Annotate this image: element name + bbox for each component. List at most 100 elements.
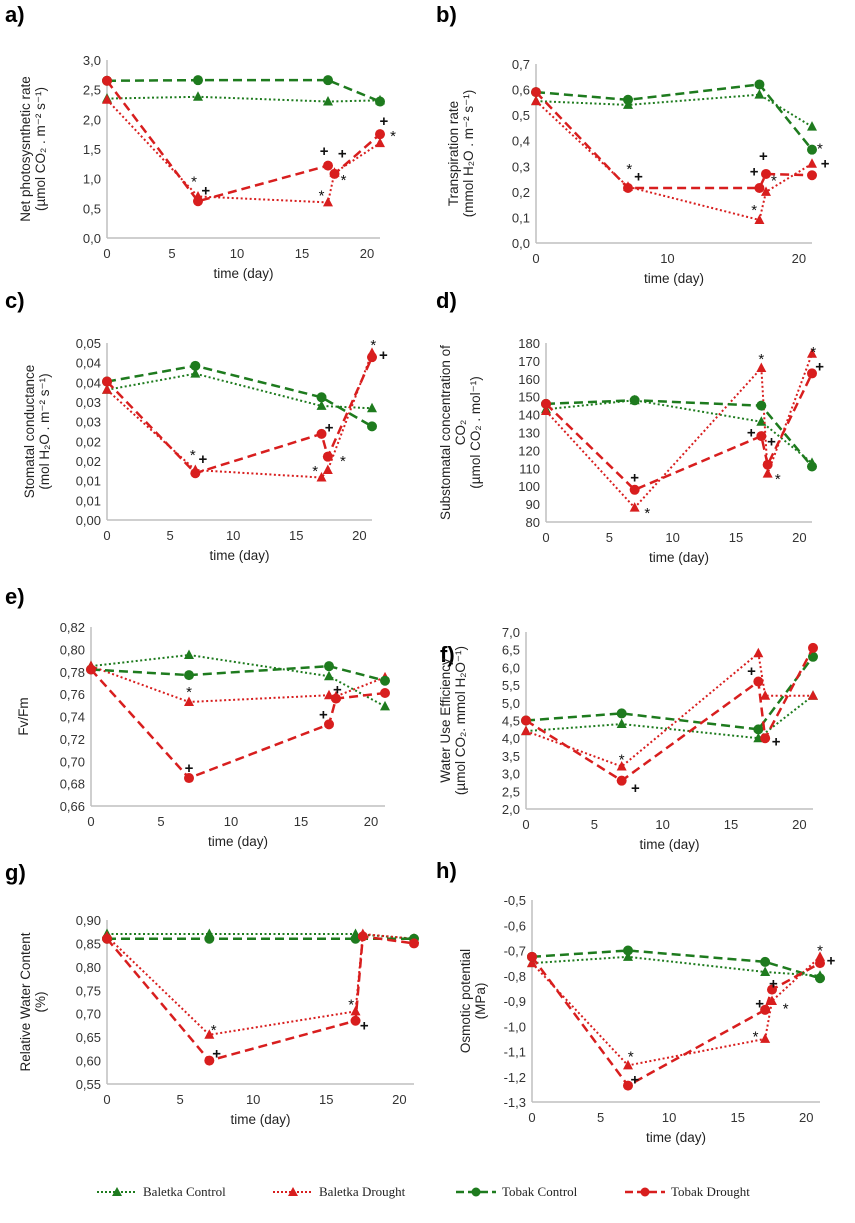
data-point-baletka-drought	[761, 186, 771, 196]
data-point-baletka-control	[184, 649, 194, 659]
data-point-tobak-drought	[357, 931, 368, 942]
annotation-asterisk: *	[771, 172, 777, 189]
annotation-asterisk: *	[817, 943, 823, 960]
x-tick-label: 0	[87, 814, 94, 829]
data-point-tobak-drought	[807, 368, 817, 379]
y-axis-label: (µmol CO₂ . m⁻² s⁻¹)	[33, 87, 48, 211]
y-tick-label: 0,70	[76, 1007, 101, 1022]
data-point-tobak-control	[316, 392, 327, 403]
data-point-tobak-drought	[808, 642, 818, 653]
data-point-tobak-drought	[323, 160, 333, 171]
dashed-circle-red-icon	[625, 1187, 665, 1197]
data-point-tobak-drought	[623, 183, 633, 194]
x-tick-label: 20	[352, 528, 366, 543]
annotation-plus: +	[755, 996, 764, 1013]
y-tick-label: 0,3	[512, 159, 530, 174]
x-axis-label: time (day)	[230, 1112, 290, 1127]
y-tick-label: 0,5	[83, 201, 101, 216]
series-line-tobak-drought	[106, 934, 415, 1062]
annotation-plus: +	[630, 469, 639, 486]
annotation-plus: +	[379, 347, 388, 364]
series-line-baletka-control	[106, 372, 373, 410]
data-point-tobak-drought	[102, 75, 112, 86]
data-point-tobak-drought	[815, 958, 825, 969]
annotation-plus: +	[630, 1071, 639, 1088]
data-point-tobak-drought	[767, 984, 777, 995]
panel-label: a)	[5, 2, 25, 27]
y-tick-label: 170	[518, 354, 540, 369]
x-tick-label: 5	[176, 1092, 183, 1107]
y-tick-label: 0,80	[60, 642, 85, 657]
x-tick-label: 10	[655, 817, 669, 832]
series-line-baletka-control	[545, 399, 813, 464]
x-tick-label: 10	[662, 1110, 676, 1125]
data-point-baletka-control	[616, 718, 627, 729]
data-point-tobak-drought	[380, 688, 390, 699]
data-point-tobak-drought	[184, 773, 194, 784]
y-axis-label: Stomatal conductance	[22, 365, 37, 499]
legend-label: Baletka Drought	[319, 1184, 406, 1199]
x-tick-label: 10	[230, 246, 244, 261]
x-tick-label: 15	[289, 528, 303, 543]
y-tick-label: 0,04	[76, 375, 101, 390]
panel-label: b)	[436, 2, 457, 27]
data-point-baletka-drought	[807, 158, 817, 168]
legend-item-tobak-drought: Tobak Drought	[625, 1184, 750, 1200]
y-tick-label: 0,66	[60, 799, 85, 814]
annotation-plus: +	[199, 451, 208, 468]
data-point-tobak-drought	[316, 428, 327, 439]
x-tick-label: 0	[103, 246, 110, 261]
panel-label: g)	[5, 860, 26, 885]
x-tick-label: 10	[660, 251, 674, 266]
x-tick-label: 20	[392, 1092, 406, 1107]
data-point-baletka-control	[193, 91, 203, 101]
annotation-asterisk: *	[810, 344, 816, 361]
data-point-baletka-drought	[756, 362, 767, 373]
y-tick-label: 0,70	[60, 754, 85, 769]
y-tick-label: -1,3	[504, 1095, 526, 1110]
data-point-tobak-control	[815, 973, 825, 984]
x-tick-label: 5	[168, 246, 175, 261]
x-tick-label: 15	[319, 1092, 333, 1107]
y-tick-label: 0,82	[60, 620, 85, 635]
annotation-asterisk: *	[186, 684, 192, 701]
x-tick-label: 10	[226, 528, 240, 543]
data-point-tobak-drought	[760, 1004, 771, 1015]
y-tick-label: 2,0	[83, 112, 101, 127]
x-tick-label: 5	[166, 528, 173, 543]
annotation-asterisk: *	[619, 751, 625, 768]
y-tick-label: -0,6	[504, 918, 526, 933]
data-point-tobak-drought	[102, 933, 112, 944]
x-axis-label: time (day)	[208, 834, 268, 849]
data-point-baletka-drought	[623, 1059, 633, 1070]
y-tick-label: 7,0	[502, 625, 520, 640]
panel-label: d)	[436, 288, 457, 313]
x-axis-label: time (day)	[209, 548, 269, 563]
data-point-tobak-control	[323, 75, 333, 86]
data-point-tobak-drought	[329, 168, 340, 179]
data-point-tobak-control	[807, 144, 817, 155]
y-tick-label: 0,55	[76, 1077, 101, 1092]
panel-label: f)	[440, 642, 455, 667]
data-point-tobak-control	[204, 933, 215, 944]
data-point-tobak-control	[375, 96, 385, 107]
data-point-tobak-control	[193, 75, 203, 86]
x-tick-label: 0	[528, 1110, 535, 1125]
data-point-baletka-drought	[807, 348, 817, 358]
y-tick-label: 0,0	[83, 231, 101, 246]
annotation-asterisk: *	[783, 1001, 789, 1018]
data-point-tobak-control	[184, 670, 194, 681]
series-line-baletka-control	[531, 955, 821, 977]
data-point-tobak-control	[629, 395, 640, 406]
y-tick-label: 0,65	[76, 1030, 101, 1045]
data-point-tobak-drought	[623, 1080, 633, 1091]
data-point-baletka-drought	[616, 761, 627, 771]
series-line-baletka-drought	[106, 352, 373, 479]
annotation-asterisk: *	[753, 1028, 759, 1045]
y-tick-label: -1,2	[504, 1070, 526, 1085]
series-line-tobak-control	[545, 399, 813, 468]
x-tick-label: 0	[103, 1092, 110, 1107]
y-tick-label: 0,5	[512, 108, 530, 123]
annotation-asterisk: *	[758, 351, 764, 368]
y-tick-label: 160	[518, 372, 540, 387]
